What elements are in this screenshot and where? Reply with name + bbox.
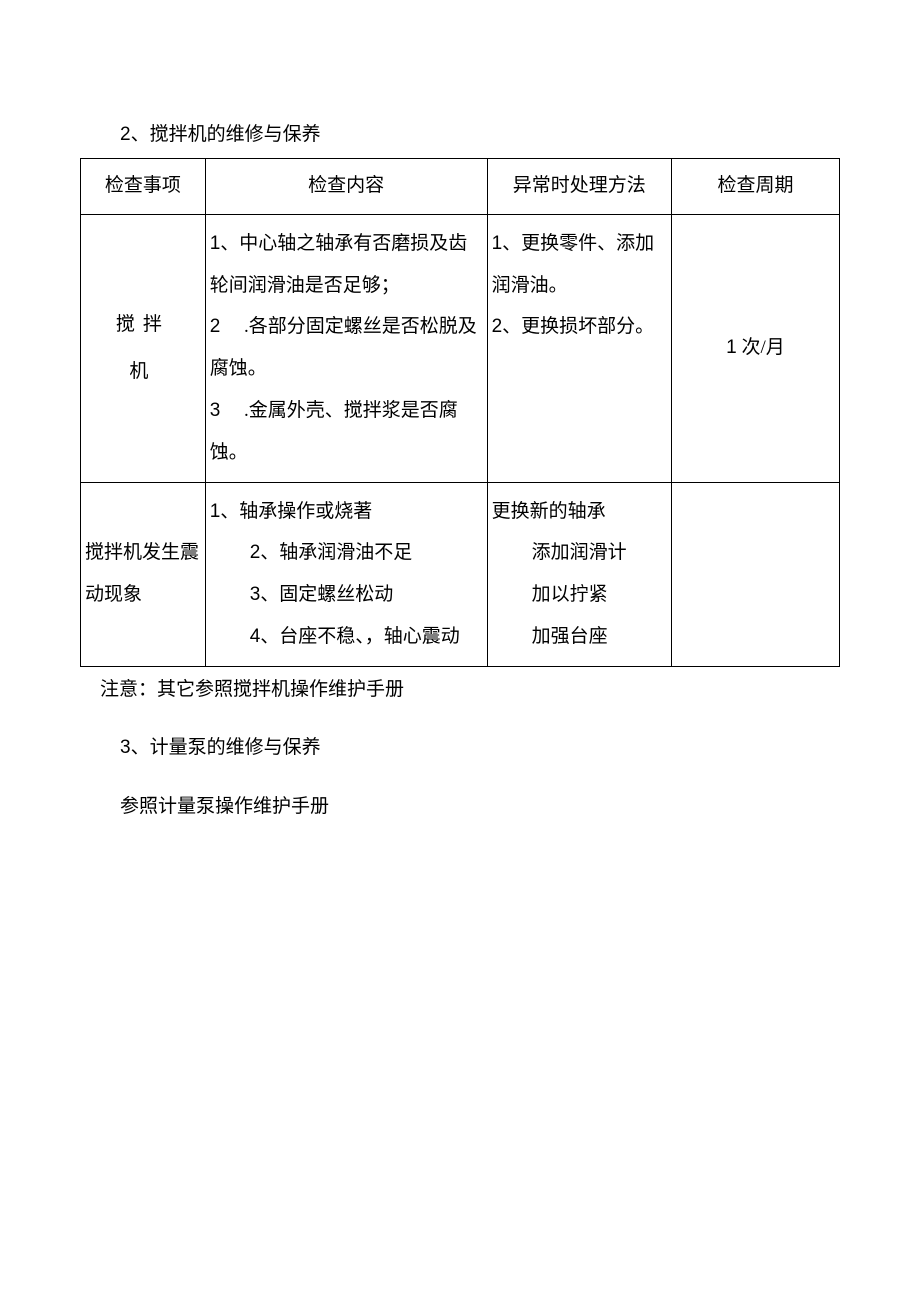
section3-title: 3、计量泵的维修与保养 <box>80 733 840 763</box>
row2-col3-item2: 添加润滑计 <box>492 532 667 574</box>
header-col3: 异常时处理方法 <box>487 159 671 214</box>
row2-col2-item1-num: 1 <box>210 501 221 522</box>
row2-col2-item3-num: 3 <box>250 584 261 605</box>
row2-col1: 搅拌机发生震动现象 <box>81 482 206 666</box>
table-row: 搅拌机发生震动现象 1、轴承操作或烧著 2、轴承润滑油不足 3、固定螺丝松动 4… <box>81 482 840 666</box>
section2-title: 2、搅拌机的维修与保养 <box>80 120 840 150</box>
row1-col2: 1、中心轴之轴承有否磨损及齿轮间润滑油是否足够； 2 .各部分固定螺丝是否松脱及… <box>205 214 487 482</box>
row1-col1: 搅拌 机 <box>81 214 206 482</box>
section3-text: 参照计量泵操作维护手册 <box>80 792 840 822</box>
row1-col2-item2-num: 2 <box>210 316 221 337</box>
maintenance-table: 检查事项 检查内容 异常时处理方法 检查周期 搅拌 机 1、中心轴之轴承有否磨损… <box>80 158 840 666</box>
row1-col1-line2: 机 <box>83 348 203 396</box>
row2-col2-item3-text: 、固定螺丝松动 <box>260 584 393 605</box>
row1-col2-item3-text: .金属外壳、搅拌浆是否腐蚀。 <box>210 400 458 463</box>
row2-col3: 更换新的轴承 添加润滑计 加以拧紧 加强台座 <box>487 482 671 666</box>
section2-title-text: 、搅拌机的维修与保养 <box>131 124 321 145</box>
row2-col4 <box>671 482 839 666</box>
table-row: 搅拌 机 1、中心轴之轴承有否磨损及齿轮间润滑油是否足够； 2 .各部分固定螺丝… <box>81 214 840 482</box>
row1-col4: 1 次/月 <box>671 214 839 482</box>
row1-col2-item1-text: 、中心轴之轴承有否磨损及齿轮间润滑油是否足够； <box>210 233 468 296</box>
section2-num: 2 <box>120 124 131 145</box>
section3-num: 3 <box>120 737 131 758</box>
row1-col1-line1: 搅拌 <box>83 301 203 349</box>
table-header-row: 检查事项 检查内容 异常时处理方法 检查周期 <box>81 159 840 214</box>
row1-col3-item1-num: 1 <box>492 233 503 254</box>
row1-col3-item2-text: 、更换损坏部分。 <box>502 316 654 337</box>
row2-col2-item2-num: 2 <box>250 542 261 563</box>
row1-col4-text: 次/月 <box>737 337 785 358</box>
row2-col2: 1、轴承操作或烧著 2、轴承润滑油不足 3、固定螺丝松动 4、台座不稳、，轴心震… <box>205 482 487 666</box>
row1-col4-num: 1 <box>726 337 737 358</box>
row1-col3-item2-num: 2 <box>492 316 503 337</box>
row1-col3: 1、更换零件、添加润滑油。 2、更换损坏部分。 <box>487 214 671 482</box>
header-col2: 检查内容 <box>205 159 487 214</box>
row2-col2-item2-text: 、轴承润滑油不足 <box>260 542 412 563</box>
row1-col2-item3-num: 3 <box>210 400 221 421</box>
header-col4: 检查周期 <box>671 159 839 214</box>
row2-col3-item3: 加以拧紧 <box>492 574 667 616</box>
row1-col2-item2-text: .各部分固定螺丝是否松脱及腐蚀。 <box>210 316 477 379</box>
row2-col2-item4-num: 4 <box>250 626 261 647</box>
row2-col2-item1-text: 、轴承操作或烧著 <box>220 501 372 522</box>
row1-col2-item1-num: 1 <box>210 233 221 254</box>
section2-note: 注意：其它参照搅拌机操作维护手册 <box>80 675 840 705</box>
row1-col3-item1-text: 、更换零件、添加润滑油。 <box>492 233 655 296</box>
row2-col3-item4: 加强台座 <box>492 616 667 658</box>
row2-col2-item4-text: 、台座不稳、，轴心震动 <box>260 626 460 647</box>
row2-col3-item1: 更换新的轴承 <box>492 491 667 533</box>
header-col1: 检查事项 <box>81 159 206 214</box>
section3-title-text: 、计量泵的维修与保养 <box>131 737 321 758</box>
